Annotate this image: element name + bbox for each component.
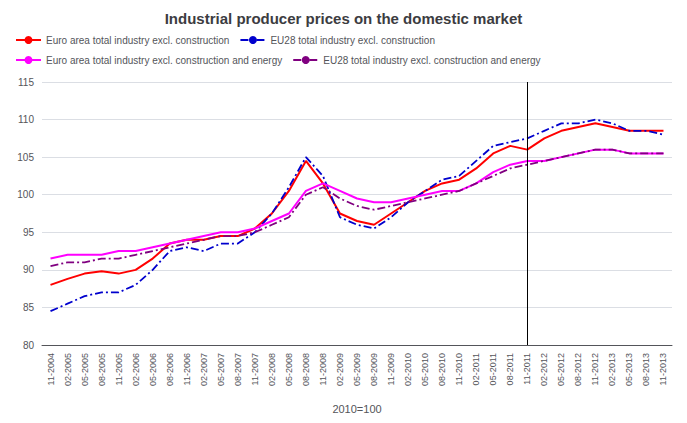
svg-text:Euro area total industry excl.: Euro area total industry excl. construct… [46, 35, 229, 46]
svg-text:11-2008: 11-2008 [318, 353, 328, 385]
svg-text:85: 85 [23, 302, 35, 313]
svg-text:11-2011: 11-2011 [522, 353, 532, 385]
svg-text:EU28 total industry excl. cons: EU28 total industry excl. construction a… [323, 55, 540, 66]
svg-text:11-2013: 11-2013 [658, 353, 668, 385]
svg-text:05-2008: 05-2008 [284, 353, 294, 386]
svg-text:02-2013: 02-2013 [607, 353, 617, 386]
svg-text:11-2004: 11-2004 [46, 353, 56, 385]
svg-text:05-2005: 05-2005 [80, 353, 90, 386]
svg-text:05-2011: 05-2011 [488, 353, 498, 385]
svg-text:11-2010: 11-2010 [454, 353, 464, 385]
svg-text:80: 80 [23, 340, 35, 351]
svg-text:05-2007: 05-2007 [216, 353, 226, 386]
svg-text:02-2007: 02-2007 [199, 353, 209, 386]
svg-text:05-2013: 05-2013 [624, 353, 634, 386]
svg-text:115: 115 [18, 77, 34, 88]
svg-text:11-2007: 11-2007 [250, 353, 260, 385]
svg-text:02-2006: 02-2006 [131, 353, 141, 386]
svg-text:02-2008: 02-2008 [267, 353, 277, 386]
svg-text:02-2009: 02-2009 [335, 353, 345, 386]
svg-text:05-2006: 05-2006 [148, 353, 158, 386]
svg-text:02-2011: 02-2011 [471, 353, 481, 385]
svg-text:Euro area total industry excl.: Euro area total industry excl. construct… [46, 55, 282, 66]
svg-text:11-2005: 11-2005 [114, 353, 124, 385]
svg-text:08-2011: 08-2011 [505, 353, 515, 385]
svg-text:08-2010: 08-2010 [437, 353, 447, 386]
svg-text:11-2012: 11-2012 [590, 353, 600, 385]
svg-text:05-2010: 05-2010 [420, 353, 430, 386]
svg-text:11-2009: 11-2009 [386, 353, 396, 385]
svg-text:08-2005: 08-2005 [97, 353, 107, 386]
svg-text:02-2012: 02-2012 [539, 353, 549, 386]
svg-text:08-2007: 08-2007 [233, 353, 243, 386]
svg-text:95: 95 [23, 227, 35, 238]
svg-text:EU28 total industry excl. cons: EU28 total industry excl. construction [270, 35, 435, 46]
svg-text:2010=100: 2010=100 [332, 403, 381, 415]
svg-text:05-2012: 05-2012 [556, 353, 566, 386]
svg-text:105: 105 [17, 152, 34, 163]
svg-text:02-2005: 02-2005 [63, 353, 73, 386]
svg-text:08-2009: 08-2009 [369, 353, 379, 386]
svg-text:11-2006: 11-2006 [182, 353, 192, 385]
svg-text:08-2006: 08-2006 [165, 353, 175, 386]
svg-text:100: 100 [17, 189, 34, 200]
svg-text:Industrial producer prices on: Industrial producer prices on the domest… [165, 10, 523, 27]
svg-text:90: 90 [23, 264, 35, 275]
svg-text:08-2013: 08-2013 [641, 353, 651, 386]
svg-text:08-2012: 08-2012 [573, 353, 583, 386]
svg-text:08-2008: 08-2008 [301, 353, 311, 386]
svg-text:02-2010: 02-2010 [403, 353, 413, 386]
svg-text:05-2009: 05-2009 [352, 353, 362, 386]
svg-text:110: 110 [18, 114, 34, 125]
